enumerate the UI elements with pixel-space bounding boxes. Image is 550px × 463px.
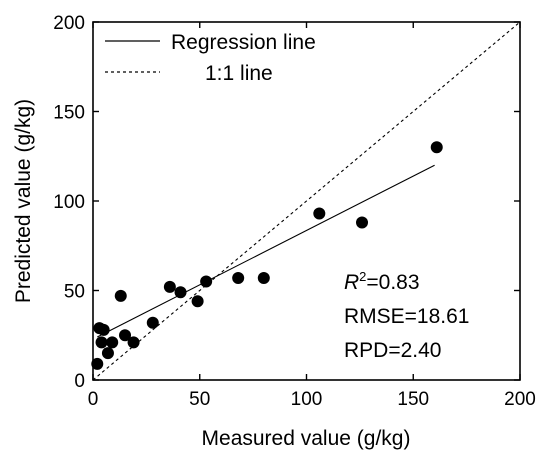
- x-tick-label: 200: [504, 389, 536, 410]
- data-point: [106, 336, 119, 349]
- data-point: [127, 336, 140, 349]
- data-point: [356, 216, 369, 229]
- data-point: [163, 280, 176, 293]
- data-point: [114, 289, 127, 302]
- data-point: [101, 347, 114, 360]
- data-point: [119, 329, 132, 342]
- data-point: [200, 275, 213, 288]
- rmse-label: RMSE=18.61: [344, 305, 470, 328]
- x-tick-label: 0: [88, 389, 99, 410]
- y-tick-label: 50: [64, 282, 85, 303]
- identity-line: [93, 22, 520, 380]
- r-squared-label: R2=0.83: [344, 269, 420, 294]
- legend: Regression line 1:1 line: [105, 31, 316, 85]
- rpd-label: RPD=2.40: [344, 339, 441, 362]
- y-tick-label: 150: [53, 103, 85, 124]
- data-point: [257, 271, 270, 284]
- data-point: [91, 357, 104, 370]
- x-tick-label: 50: [189, 389, 210, 410]
- x-axis-label: Measured value (g/kg): [202, 427, 411, 450]
- y-tick-label: 200: [53, 13, 85, 34]
- y-axis-label: Predicted value (g/kg): [12, 99, 35, 303]
- y-tick-label: 100: [53, 192, 85, 213]
- data-point: [95, 336, 108, 349]
- legend-regression-label: Regression line: [171, 31, 316, 54]
- data-point: [174, 286, 187, 299]
- data-point: [232, 271, 245, 284]
- statistics-annotation: R2=0.83 RMSE=18.61 RPD=2.40: [344, 269, 470, 362]
- data-point: [430, 141, 443, 154]
- legend-identity-label: 1:1 line: [205, 62, 273, 85]
- y-tick-label: 0: [74, 371, 85, 392]
- data-point: [191, 295, 204, 308]
- data-point: [146, 316, 159, 329]
- x-tick-label: 100: [291, 389, 323, 410]
- data-point: [97, 323, 110, 336]
- data-point: [313, 207, 326, 220]
- x-tick-label: 150: [397, 389, 429, 410]
- regression-line: [97, 164, 435, 338]
